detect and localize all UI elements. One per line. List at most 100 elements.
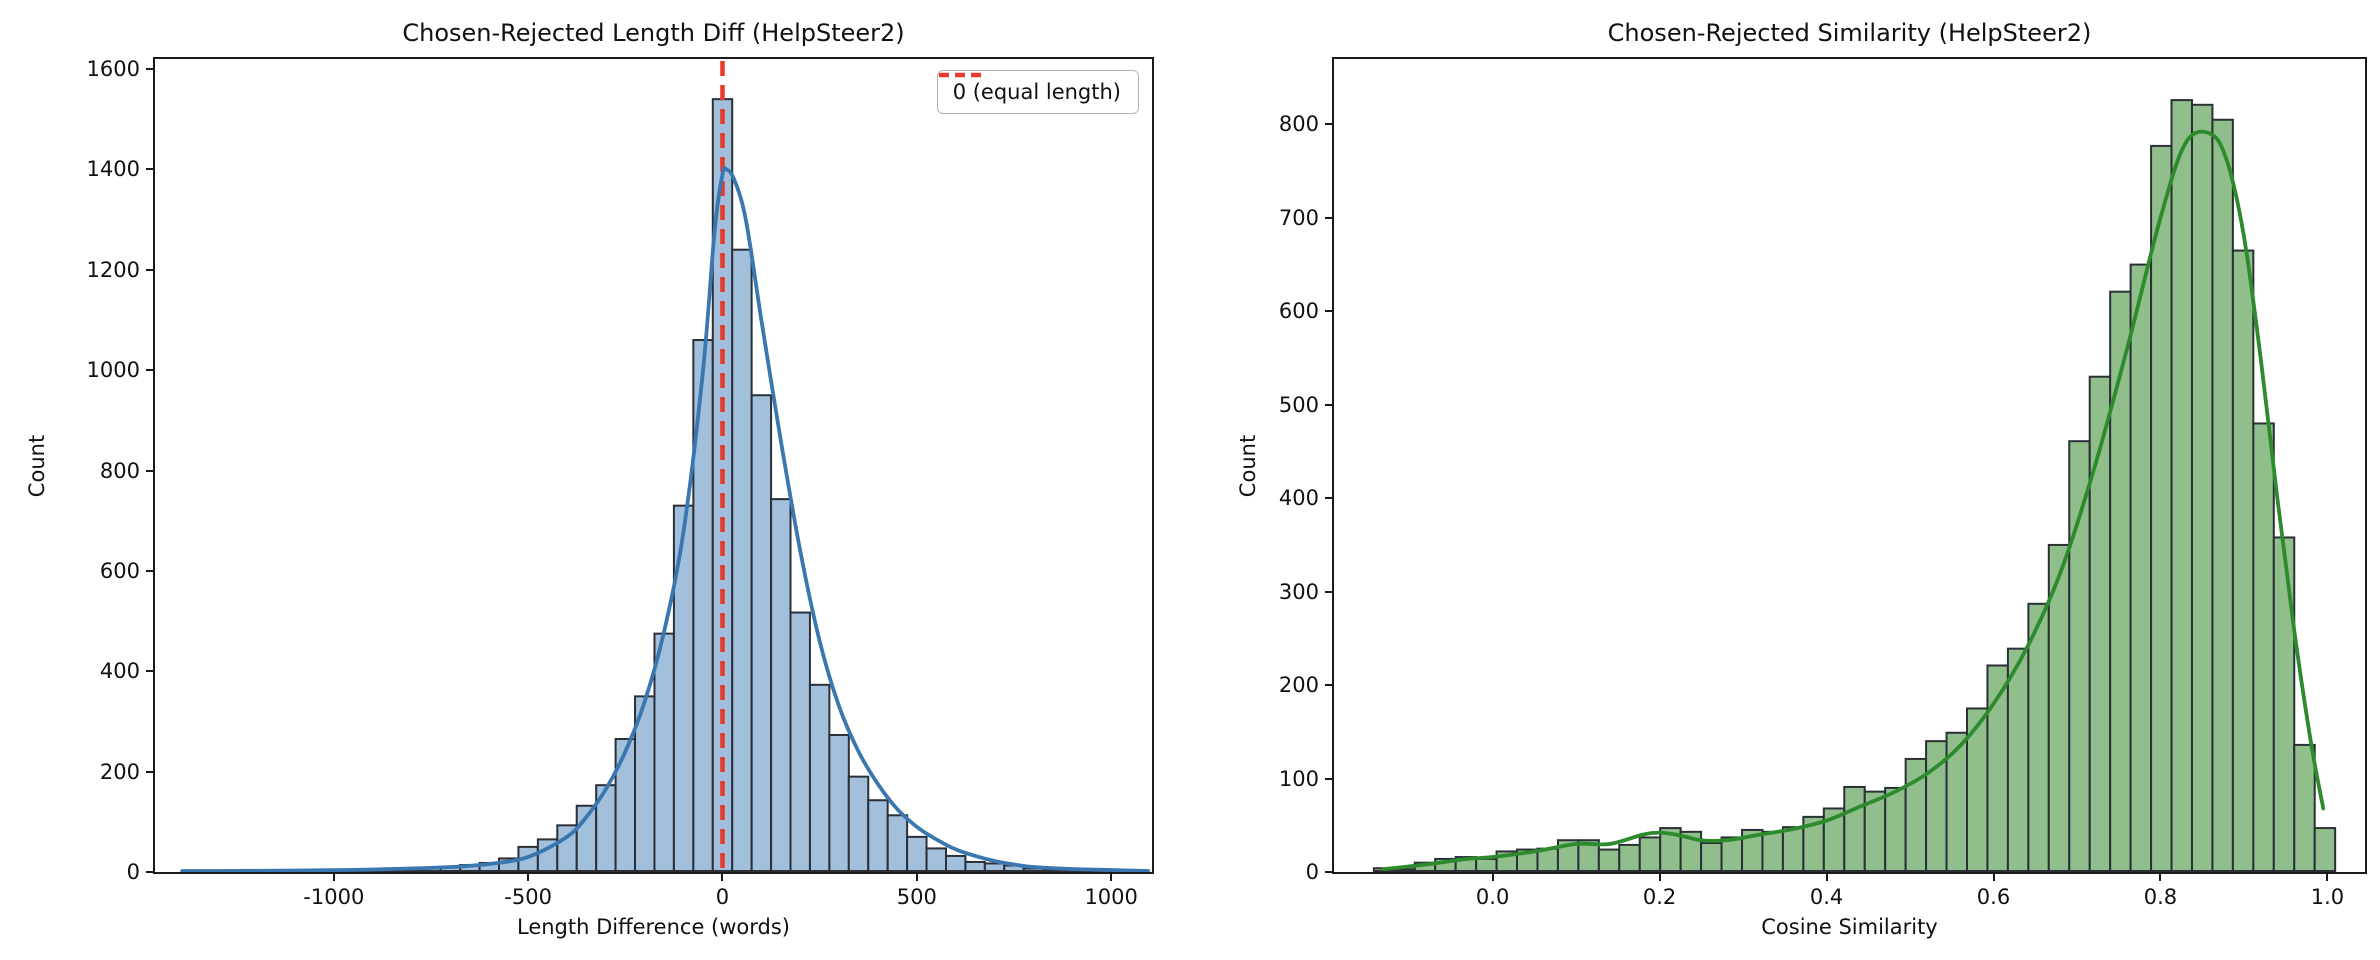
y-tick-mark xyxy=(146,469,155,472)
y-tick-mark xyxy=(1325,684,1334,687)
histogram-bar xyxy=(2170,99,2193,872)
kde-curve xyxy=(180,165,1151,872)
kde-curve xyxy=(1382,129,2326,872)
legend-dashed-line-icon xyxy=(938,72,981,78)
histogram-bar xyxy=(2293,743,2316,872)
histogram-bar xyxy=(964,860,986,872)
histogram-bar xyxy=(983,862,1006,872)
legend-label: 0 (equal length) xyxy=(952,80,1121,104)
x-tick-mark xyxy=(332,872,335,881)
histogram-bar xyxy=(2231,249,2255,872)
histogram-bar xyxy=(886,814,909,872)
y-tick-mark xyxy=(146,369,155,372)
histogram-bar xyxy=(2129,263,2153,872)
y-tick-label: 0 xyxy=(126,860,140,884)
histogram-bar xyxy=(2068,440,2091,872)
y-tick-mark xyxy=(1325,777,1334,780)
y-tick-label: 600 xyxy=(99,558,140,583)
y-tick-mark xyxy=(146,770,155,773)
histogram-bar xyxy=(808,683,831,872)
x-tick-label: 0.8 xyxy=(2143,885,2178,909)
histogram-bar xyxy=(944,854,967,872)
x-tick-mark xyxy=(2326,872,2329,881)
histogram-bar xyxy=(2027,602,2050,872)
x-tick-label: 500 xyxy=(896,885,937,909)
legend: 0 (equal length) xyxy=(936,70,1139,114)
y-tick-mark xyxy=(1325,497,1334,500)
histogram-bar xyxy=(1843,785,1866,872)
x-tick-label: -1000 xyxy=(303,885,365,909)
y-tick-mark xyxy=(1325,403,1334,406)
y-tick-label: 700 xyxy=(1278,205,1319,230)
histogram-bar xyxy=(770,498,792,872)
similarity-chart: Chosen-Rejected Similarity (HelpSteer2) … xyxy=(1236,19,2367,939)
histogram-bar xyxy=(847,775,870,872)
right-x-axis-label: Cosine Similarity xyxy=(1761,915,1938,939)
x-tick-mark xyxy=(1491,872,1494,881)
histogram-bar xyxy=(2190,103,2214,872)
y-tick-label: 1400 xyxy=(86,157,140,182)
left-chart-title: Chosen-Rejected Length Diff (HelpSteer2) xyxy=(402,19,905,47)
histogram-bar xyxy=(2006,647,2030,872)
y-tick-label: 100 xyxy=(1278,766,1319,791)
histogram-bar xyxy=(828,733,850,872)
x-tick-label: 1.0 xyxy=(2310,885,2345,909)
x-tick-mark xyxy=(1658,872,1661,881)
y-tick-mark xyxy=(146,569,155,572)
x-tick-mark xyxy=(1825,872,1828,881)
histogram-bar xyxy=(2211,118,2234,872)
histogram-bar xyxy=(1884,786,1907,872)
y-tick-label: 600 xyxy=(1278,299,1319,324)
histogram-bar xyxy=(1475,857,1498,872)
x-tick-mark xyxy=(2159,872,2162,881)
y-tick-mark xyxy=(146,268,155,271)
y-tick-label: 800 xyxy=(1278,112,1319,137)
y-tick-mark xyxy=(1325,310,1334,313)
y-tick-mark xyxy=(1325,216,1334,219)
y-tick-mark xyxy=(1325,871,1334,873)
histogram-bar xyxy=(1781,826,1805,872)
histogram-bar xyxy=(2313,827,2337,872)
y-tick-mark xyxy=(1325,123,1334,126)
histogram-bar xyxy=(867,799,889,872)
histogram-bar xyxy=(1720,836,1744,872)
y-tick-label: 800 xyxy=(99,458,140,483)
right-plot-canvas xyxy=(1372,99,2337,872)
histogram-bar xyxy=(614,738,637,872)
x-tick-label: 0.4 xyxy=(1809,885,1844,909)
x-tick-label: 1000 xyxy=(1084,885,1138,909)
x-tick-mark xyxy=(1992,872,1995,881)
histogram-bar xyxy=(750,394,773,872)
y-tick-label: 500 xyxy=(1278,392,1319,417)
histogram-bar xyxy=(2252,422,2275,872)
x-tick-label: -500 xyxy=(504,885,552,909)
x-tick-label: 0.6 xyxy=(1976,885,2011,909)
histogram-bar xyxy=(1761,830,1784,872)
histogram-bar xyxy=(925,847,947,872)
histogram-bar xyxy=(653,632,675,872)
histogram-bar xyxy=(789,611,811,872)
x-tick-mark xyxy=(527,872,530,881)
y-tick-label: 1200 xyxy=(86,257,140,282)
right-y-axis-label: Count xyxy=(1236,434,1260,497)
y-tick-label: 200 xyxy=(1278,673,1319,698)
histogram-bar xyxy=(1597,848,1621,872)
x-tick-label: 0.0 xyxy=(1475,885,1510,909)
x-tick-label: 0 xyxy=(715,885,730,909)
y-tick-mark xyxy=(146,68,155,71)
histogram-bar xyxy=(731,248,753,872)
y-tick-mark xyxy=(1325,590,1334,593)
y-tick-label: 1000 xyxy=(86,358,140,383)
right-chart-title: Chosen-Rejected Similarity (HelpSteer2) xyxy=(1607,19,2092,47)
y-tick-mark xyxy=(146,670,155,673)
y-tick-mark xyxy=(146,168,155,171)
histogram-bar xyxy=(1618,843,1641,872)
y-tick-label: 400 xyxy=(99,659,140,684)
histogram-bar xyxy=(1700,842,1723,872)
histogram-bar xyxy=(1638,836,1662,872)
histogram-bar xyxy=(2272,536,2296,872)
y-tick-label: 300 xyxy=(1278,579,1319,604)
x-tick-mark xyxy=(721,872,724,881)
x-tick-label: 0.2 xyxy=(1642,885,1677,909)
y-tick-label: 200 xyxy=(99,759,140,784)
